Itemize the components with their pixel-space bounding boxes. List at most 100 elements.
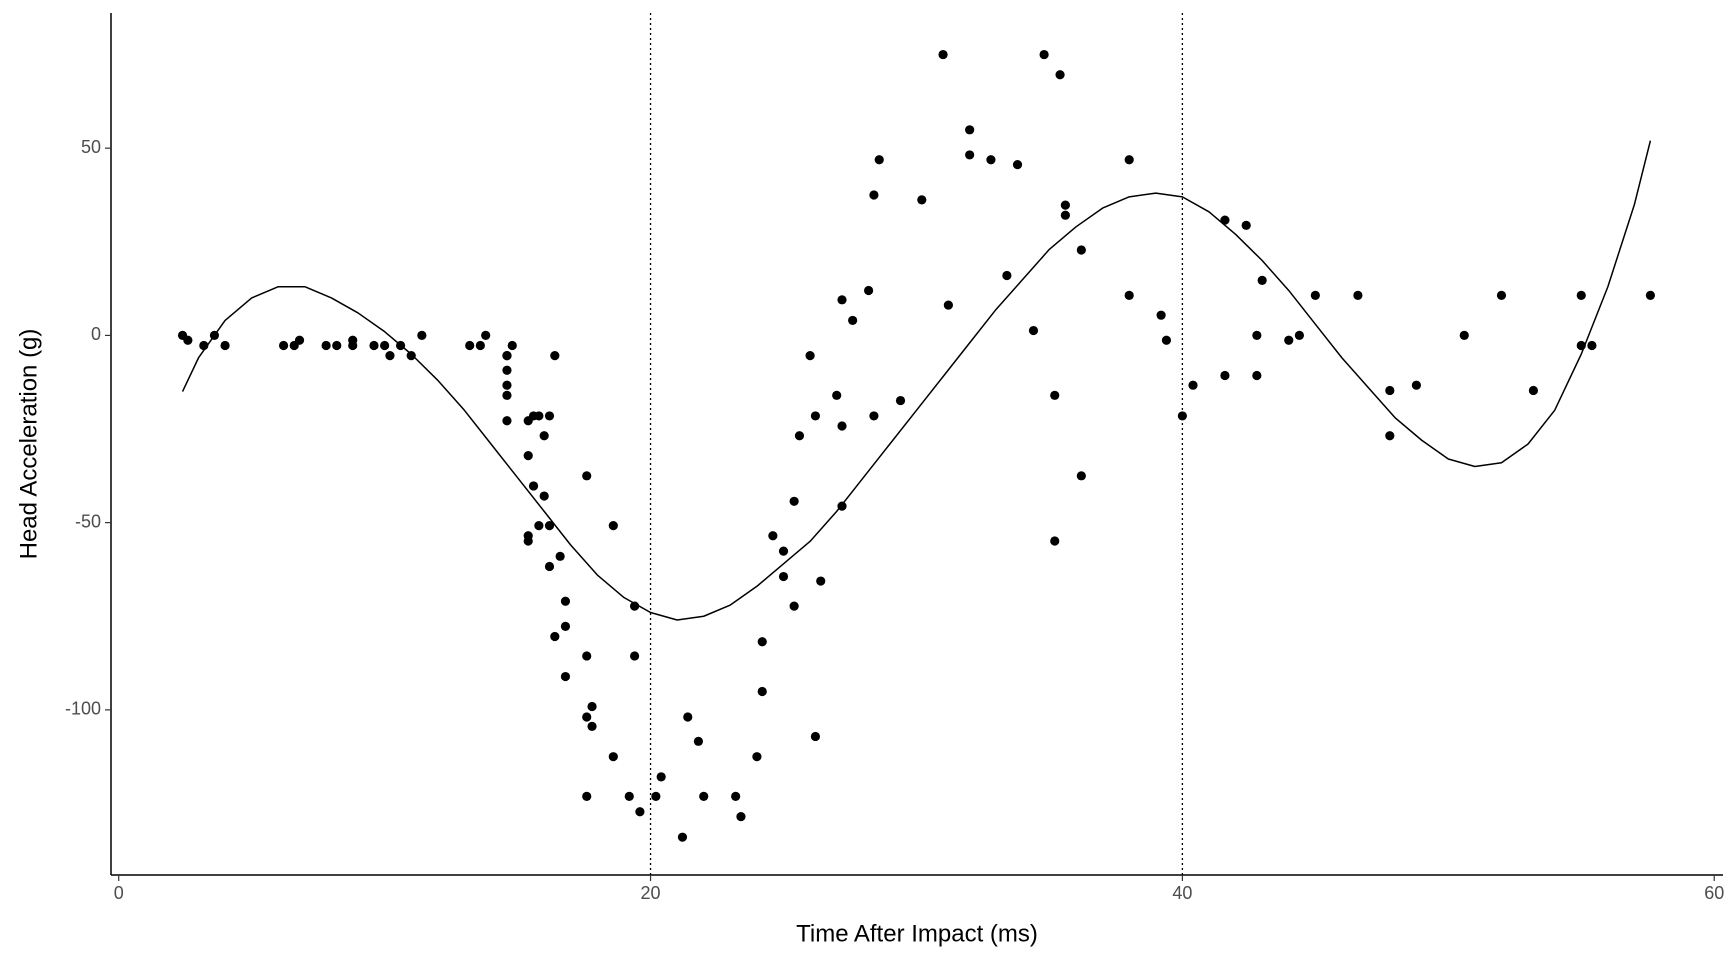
point [1076,471,1086,481]
point [502,351,512,361]
point [1060,210,1070,220]
point [1124,290,1134,300]
point [475,340,485,351]
point [1124,155,1134,165]
point [560,671,571,682]
point [895,395,906,406]
point [1028,325,1039,336]
point [1050,390,1060,400]
point [385,351,395,361]
point [938,49,948,60]
point [294,335,305,345]
point [1002,270,1012,281]
point [778,546,789,556]
point [1576,290,1586,300]
point [539,431,549,441]
point [837,295,847,305]
point [481,330,491,341]
point [693,736,704,746]
point [757,686,767,697]
point [582,651,592,661]
point [874,155,884,165]
point [417,330,427,341]
point [1060,200,1070,210]
point [502,365,512,375]
point [869,411,879,421]
point [550,631,560,642]
point [183,335,193,345]
point [539,491,549,501]
point [848,315,858,326]
y-axis-label: Head Acceleration (g) [15,329,42,560]
point [1385,431,1395,441]
point [869,190,879,200]
point [502,390,512,400]
point [1496,290,1507,300]
point [582,791,592,801]
point [768,531,778,541]
point [778,571,789,582]
point [321,340,331,351]
point [544,521,555,531]
y-tick-label: -50 [75,511,101,531]
point [380,340,390,351]
point [1012,160,1023,170]
point [1587,340,1597,351]
point [629,651,640,661]
point [534,521,544,531]
point [832,390,842,400]
point [502,416,512,426]
x-tick-label: 20 [641,883,661,903]
point [965,150,975,160]
point [816,576,826,586]
point [837,421,847,431]
point [1076,245,1086,255]
point [1257,275,1267,285]
point [1645,290,1656,300]
point [683,712,693,722]
point [1528,385,1538,396]
point [736,811,746,822]
point [864,285,874,296]
point [1220,370,1230,381]
fit-line [181,140,1652,621]
point [1177,411,1187,421]
point [1353,290,1363,300]
point [348,340,358,351]
point [465,340,475,351]
y-tick-label: -100 [65,699,101,719]
point [544,411,555,421]
point [1252,330,1262,341]
point [789,496,799,506]
point [507,340,517,351]
point [943,300,953,310]
point [731,791,741,801]
point [587,701,597,712]
y-tick-label: 50 [81,137,101,157]
point [1220,215,1230,225]
point [752,752,762,762]
point [1385,385,1395,396]
x-axis-label: Time After Impact (ms) [796,920,1038,947]
point [528,481,539,491]
point [1310,290,1320,300]
point [1188,380,1198,390]
point [544,561,555,572]
point [560,621,571,631]
point [278,340,289,351]
point [986,155,996,165]
point [332,340,342,351]
point [1284,335,1294,345]
point [534,411,544,421]
point [1161,335,1172,345]
point [1039,49,1049,60]
point [502,380,512,390]
point [965,125,975,135]
point [608,521,618,531]
point [810,411,821,421]
point [1156,310,1166,320]
x-tick-label: 40 [1172,883,1192,903]
point [789,601,799,611]
point [651,791,661,801]
